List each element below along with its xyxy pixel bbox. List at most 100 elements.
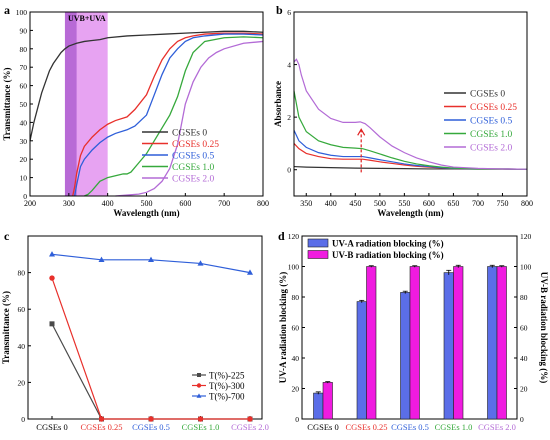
x-tick-label-d: CGSEs 2.0: [478, 422, 516, 432]
panel-label-d: d: [278, 229, 285, 243]
marker-c-circle: [247, 416, 253, 422]
bar-d-0: [313, 392, 324, 420]
series-a-0: [29, 30, 264, 141]
legend-label-d: UV-B radiation blocking (%): [332, 250, 444, 260]
legend-label-a: CGSEs 0: [172, 129, 207, 139]
bar-d-1: [409, 266, 420, 420]
y-axis-label-c: Transmittance (%): [1, 291, 11, 364]
y-tick-label-b: 0: [287, 166, 291, 175]
marker-c-triangle: [197, 260, 204, 266]
panel-label-c: c: [4, 229, 10, 243]
y2-tick-label-d: 20: [520, 385, 528, 394]
uv-band-1: [64, 12, 77, 196]
y2-tick-label-d: 0: [520, 415, 524, 424]
legend-label-a: CGSEs 0.5: [172, 152, 214, 162]
marker-c-triangle: [98, 256, 105, 262]
x-tick-label-d: CGSEs 1.0: [435, 422, 473, 432]
y-tick-label-d: 40: [292, 354, 300, 363]
marker-c-triangle: [49, 251, 55, 257]
bar-d-0: [356, 301, 367, 420]
legend-label-d: UV-A radiation blocking (%): [332, 238, 444, 248]
y2-tick-label-d: 40: [520, 354, 528, 363]
x-tick-label-c: CGSEs 0.25: [80, 422, 122, 432]
y-tick-label-a: 10: [20, 174, 28, 183]
x-tick-label-a: 500: [141, 199, 153, 208]
legend-label-b: CGSEs 0.5: [470, 117, 512, 127]
marker-c-square: [49, 321, 55, 327]
bar-d-0: [400, 292, 411, 420]
y-tick-label-a: 80: [20, 45, 28, 54]
y-tick-label-a: 90: [20, 26, 28, 35]
x-tick-label-a: 400: [102, 199, 114, 208]
series-a-1: [72, 32, 264, 197]
y-tick-label-a: 50: [20, 100, 28, 109]
legend-label-a: CGSEs 2.0: [172, 175, 214, 185]
bar-d-1: [496, 266, 507, 420]
y-tick-label-c: 20: [18, 378, 26, 387]
x-tick-label-a: 300: [63, 199, 75, 208]
y2-tick-label-d: 80: [520, 293, 528, 302]
x-axis-label-b: Wavelength (nm): [377, 208, 443, 218]
y-tick-label-d: 0: [295, 415, 299, 424]
x-tick-label-b: 450: [349, 199, 361, 208]
y-tick-label-c: 60: [18, 305, 26, 314]
y-tick-label-c: 0: [21, 415, 25, 424]
y-tick-label-a: 30: [20, 137, 28, 146]
x-tick-label-b: 500: [374, 199, 386, 208]
x-tick-label-a: 800: [257, 199, 269, 208]
series-a-3: [84, 36, 264, 197]
y-tick-label-d: 100: [288, 263, 300, 272]
y-tick-label-a: 0: [23, 192, 27, 201]
x-tick-label-b: 700: [472, 199, 484, 208]
legend-label-c: T(%)-300: [209, 381, 245, 391]
y2-tick-label-d: 100: [520, 263, 532, 272]
x-tick-label-a: 700: [218, 199, 230, 208]
x-tick-label-d: CGSEs 0.5: [391, 422, 429, 432]
x-tick-label-b: 750: [496, 199, 508, 208]
trend-arrow-head: [357, 128, 366, 136]
x-tick-label-b: 400: [325, 199, 337, 208]
y2-axis-label-d: UV-B radiation blocking (%): [539, 272, 549, 384]
x-tick-label-c: CGSEs 0: [36, 422, 67, 432]
legend-marker-c: [196, 383, 202, 388]
legend-label-b: CGSEs 0.25: [470, 103, 517, 113]
legend-swatch-d: [307, 250, 329, 259]
y-tick-label-b: 6: [287, 8, 291, 17]
legend-marker-c: [196, 393, 202, 398]
y-tick-label-c: 80: [18, 269, 26, 278]
marker-c-triangle: [148, 256, 154, 262]
y-tick-label-b: 4: [287, 61, 291, 70]
bar-d-1: [453, 266, 464, 420]
x-tick-label-a: 600: [179, 199, 191, 208]
legend-label-a: CGSEs 0.25: [172, 140, 219, 150]
x-tick-label-b: 550: [398, 199, 410, 208]
x-tick-label-b: 650: [447, 199, 459, 208]
series-a-2: [74, 33, 264, 197]
y2-tick-label-d: 60: [520, 324, 528, 333]
bar-d-0: [487, 266, 498, 420]
x-tick-label-c: CGSEs 2.0: [231, 422, 269, 432]
legend-swatch-d: [307, 238, 329, 248]
y-tick-label-d: 20: [292, 385, 300, 394]
y-tick-label-b: 2: [287, 113, 291, 122]
x-tick-label-b: 600: [423, 199, 435, 208]
bar-d-0: [443, 272, 454, 420]
x-tick-label-a: 200: [24, 199, 36, 208]
y-tick-label-d: 120: [288, 232, 300, 241]
series-a-4: [115, 40, 264, 197]
uv-band-label: UVB+UVA: [68, 14, 106, 23]
legend-label-b: CGSEs 2.0: [470, 144, 512, 154]
series-b-3: [293, 90, 528, 170]
x-axis-label-a: Wavelength (nm): [113, 208, 179, 218]
y-axis-label-d: UV-A radiation blocking (%): [278, 272, 288, 384]
y-tick-label-d: 80: [292, 293, 300, 302]
legend-label-c: T(%)-700: [209, 391, 245, 401]
x-tick-label-b: 800: [521, 199, 533, 208]
legend-label-c: T(%)-225: [209, 370, 245, 380]
legend-label-b: CGSEs 0: [470, 90, 505, 100]
x-tick-label-b: 350: [300, 199, 312, 208]
x-tick-label-c: CGSEs 0.5: [132, 422, 170, 432]
x-tick-label-c: CGSEs 1.0: [182, 422, 220, 432]
y-tick-label-a: 40: [20, 118, 28, 127]
